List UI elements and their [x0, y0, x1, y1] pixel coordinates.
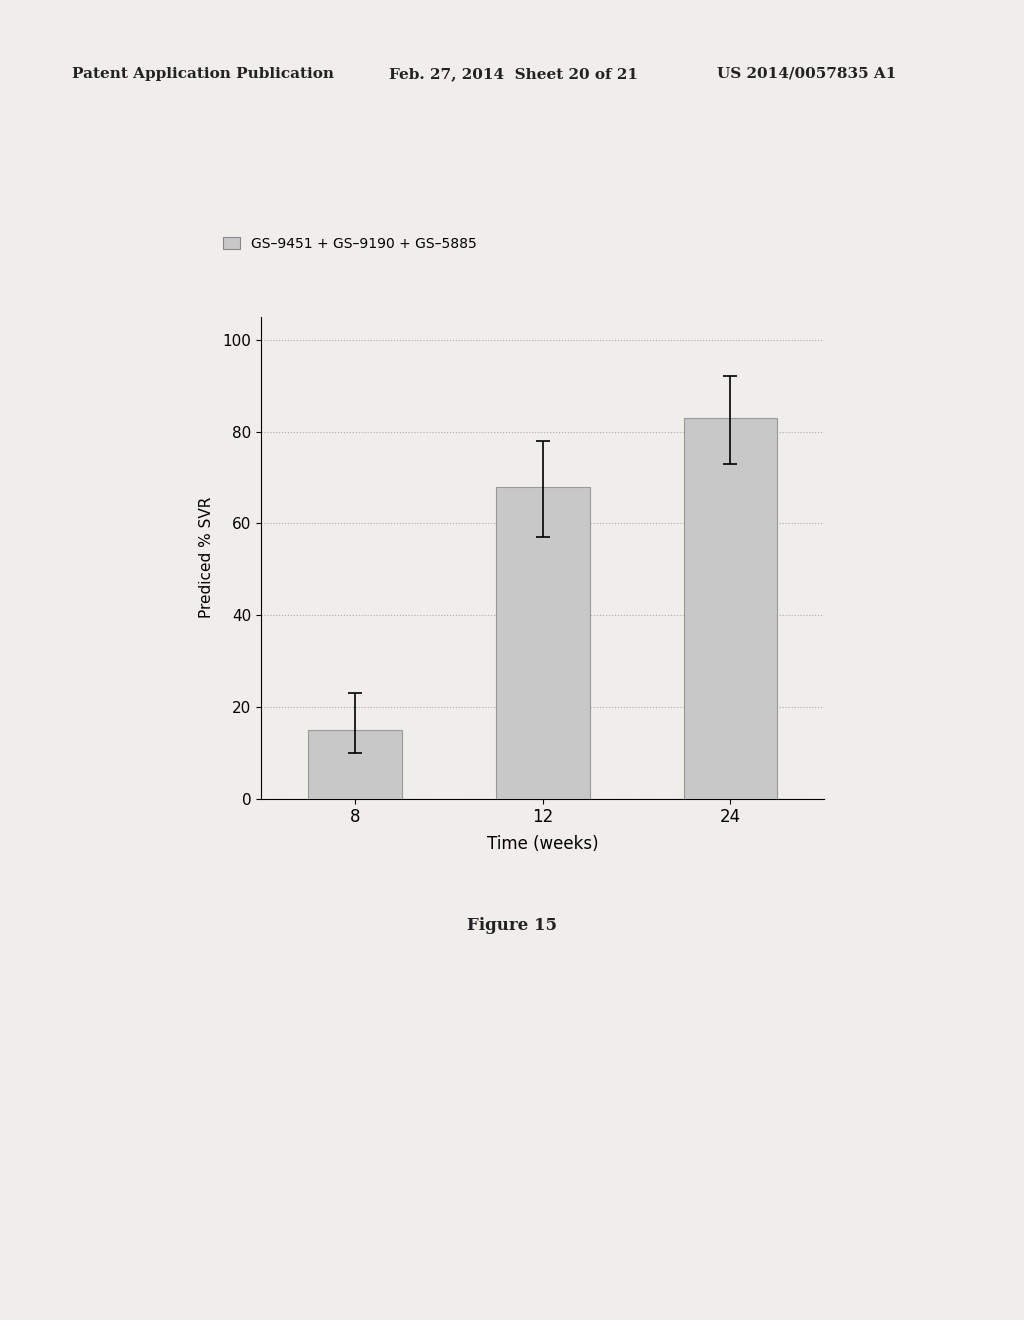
- Text: Figure 15: Figure 15: [467, 917, 557, 935]
- Bar: [496, 487, 590, 799]
- Text: Patent Application Publication: Patent Application Publication: [72, 67, 334, 81]
- Bar: [308, 730, 401, 799]
- Legend: GS–9451 + GS–9190 + GS–5885: GS–9451 + GS–9190 + GS–5885: [223, 238, 476, 251]
- Text: Feb. 27, 2014  Sheet 20 of 21: Feb. 27, 2014 Sheet 20 of 21: [389, 67, 638, 81]
- Text: US 2014/0057835 A1: US 2014/0057835 A1: [717, 67, 896, 81]
- Bar: [684, 417, 777, 799]
- X-axis label: Time (weeks): Time (weeks): [486, 834, 599, 853]
- Y-axis label: Prediced % SVR: Prediced % SVR: [200, 498, 214, 618]
